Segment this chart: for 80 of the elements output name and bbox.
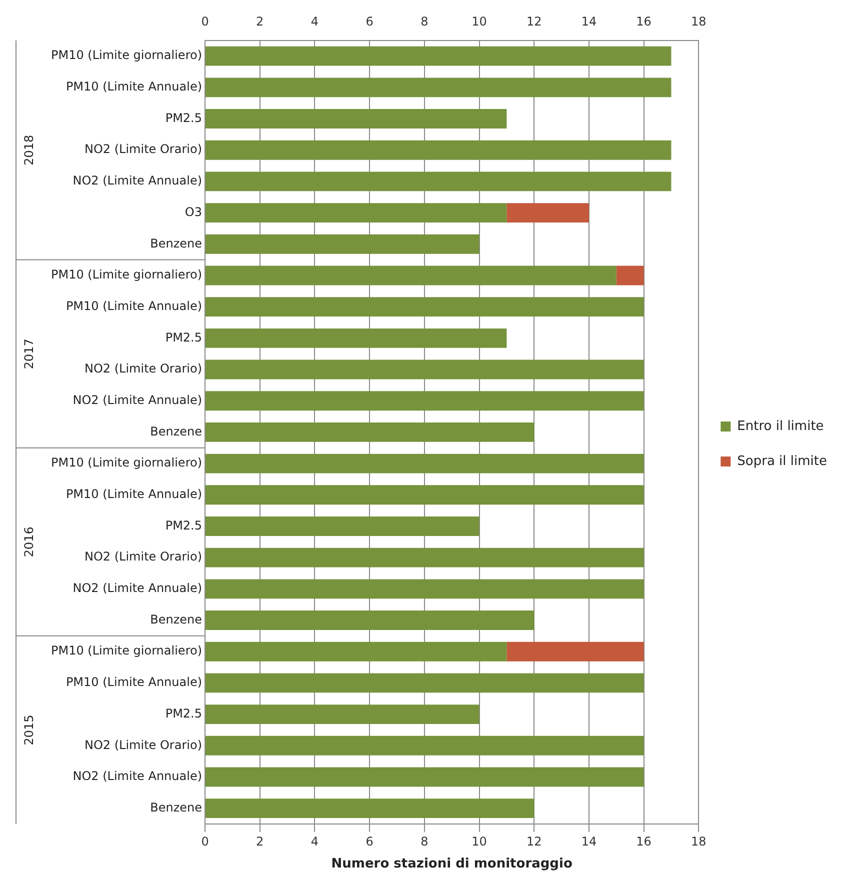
y-tick-label: PM2.5 xyxy=(165,330,202,344)
x2-tick-label: 8 xyxy=(420,14,428,28)
text: 2016 xyxy=(22,526,36,558)
y-tick-label: Benzene xyxy=(150,800,202,814)
x-tick-label: 10 xyxy=(472,834,487,848)
y-tick-label: PM2.5 xyxy=(165,110,202,125)
x2-tick-label: 6 xyxy=(366,14,374,28)
bar xyxy=(206,328,507,348)
bar xyxy=(206,704,480,724)
y-tick-label: PM10 (Limite Annuale) xyxy=(66,675,202,690)
y-tick-label: PM10 (Limite Annuale) xyxy=(66,298,202,313)
bar xyxy=(206,642,507,662)
bar xyxy=(206,140,672,160)
y-tick-label: PM10 (Limite Annuale) xyxy=(66,487,202,502)
x-axis-title: Numero stazioni di monitoraggio xyxy=(331,856,572,872)
y-tick-label: NO2 (Limite Orario) xyxy=(84,550,202,564)
y-tick-label: PM10 (Limite giornaliero) xyxy=(50,268,202,282)
bar xyxy=(206,78,672,98)
y-tick-label: NO2 (Limite Annuale) xyxy=(72,769,202,784)
bar xyxy=(206,516,480,536)
y-tick-label: PM10 (Limite giornaliero) xyxy=(50,456,202,470)
y-tick-label: PM10 (Limite giornaliero) xyxy=(50,644,202,658)
bar xyxy=(206,203,507,223)
legend-label: Sopra il limite xyxy=(737,454,828,469)
x-tick-label: 2 xyxy=(256,834,264,848)
y-tick-label: NO2 (Limite Annuale) xyxy=(72,392,202,407)
text: 2015 xyxy=(22,714,36,746)
y-tick-label: PM10 (Limite Annuale) xyxy=(66,80,202,94)
bar xyxy=(206,266,616,286)
bar xyxy=(206,109,507,128)
bar xyxy=(206,422,534,442)
bar xyxy=(206,798,534,818)
x-tick-label: 16 xyxy=(636,834,652,848)
x2-tick-label: 14 xyxy=(581,14,597,28)
y-tick-label: NO2 (Limite Annuale) xyxy=(72,174,202,188)
x2-tick-label: 10 xyxy=(472,14,487,28)
bar xyxy=(206,391,644,411)
bar xyxy=(206,767,644,787)
y-tick-label: PM10 (Limite giornaliero) xyxy=(50,48,202,62)
legend-label: Entro il limite xyxy=(737,418,824,434)
bar xyxy=(616,266,644,286)
text: 2017 xyxy=(22,338,36,370)
y-tick-label: NO2 (Limite Annuale) xyxy=(72,581,202,596)
x2-tick-label: 16 xyxy=(636,14,652,28)
x-tick-label: 6 xyxy=(366,834,374,848)
bar xyxy=(506,203,589,223)
bar xyxy=(206,673,644,693)
y-tick-label: PM2.5 xyxy=(165,518,202,532)
bar xyxy=(206,360,644,380)
x2-tick-label: 18 xyxy=(691,14,706,28)
x2-tick-label: 0 xyxy=(201,14,209,28)
y-tick-label: PM2.5 xyxy=(165,706,202,720)
y-tick-label: Benzene xyxy=(150,236,202,250)
text: 2018 xyxy=(22,134,36,166)
y-tick-label: Benzene xyxy=(150,424,202,438)
bar xyxy=(206,736,644,756)
y-tick-label: NO2 (Limite Orario) xyxy=(84,362,202,376)
x2-tick-label: 12 xyxy=(526,14,542,28)
x-tick-label: 4 xyxy=(310,834,319,848)
x-tick-label: 8 xyxy=(420,834,428,848)
bar xyxy=(206,234,480,254)
y-tick-label: Benzene xyxy=(150,612,202,626)
x-tick-label: 0 xyxy=(201,834,209,848)
y-tick-label: NO2 (Limite Orario) xyxy=(84,738,202,752)
bar xyxy=(206,579,644,599)
x-tick-label: 12 xyxy=(526,834,542,848)
bar xyxy=(206,610,534,630)
bar xyxy=(206,548,644,568)
y-tick-label: O3 xyxy=(184,204,202,219)
x2-tick-label: 4 xyxy=(310,14,319,28)
bar xyxy=(206,297,644,317)
y-tick-label: NO2 (Limite Orario) xyxy=(84,142,202,156)
x-tick-label: 14 xyxy=(581,834,597,848)
bar xyxy=(206,454,644,474)
bar xyxy=(506,642,644,662)
x-tick-label: 18 xyxy=(691,834,706,848)
bar xyxy=(206,172,672,192)
x2-tick-label: 2 xyxy=(256,14,264,28)
bar xyxy=(206,485,644,505)
bar xyxy=(206,46,672,66)
